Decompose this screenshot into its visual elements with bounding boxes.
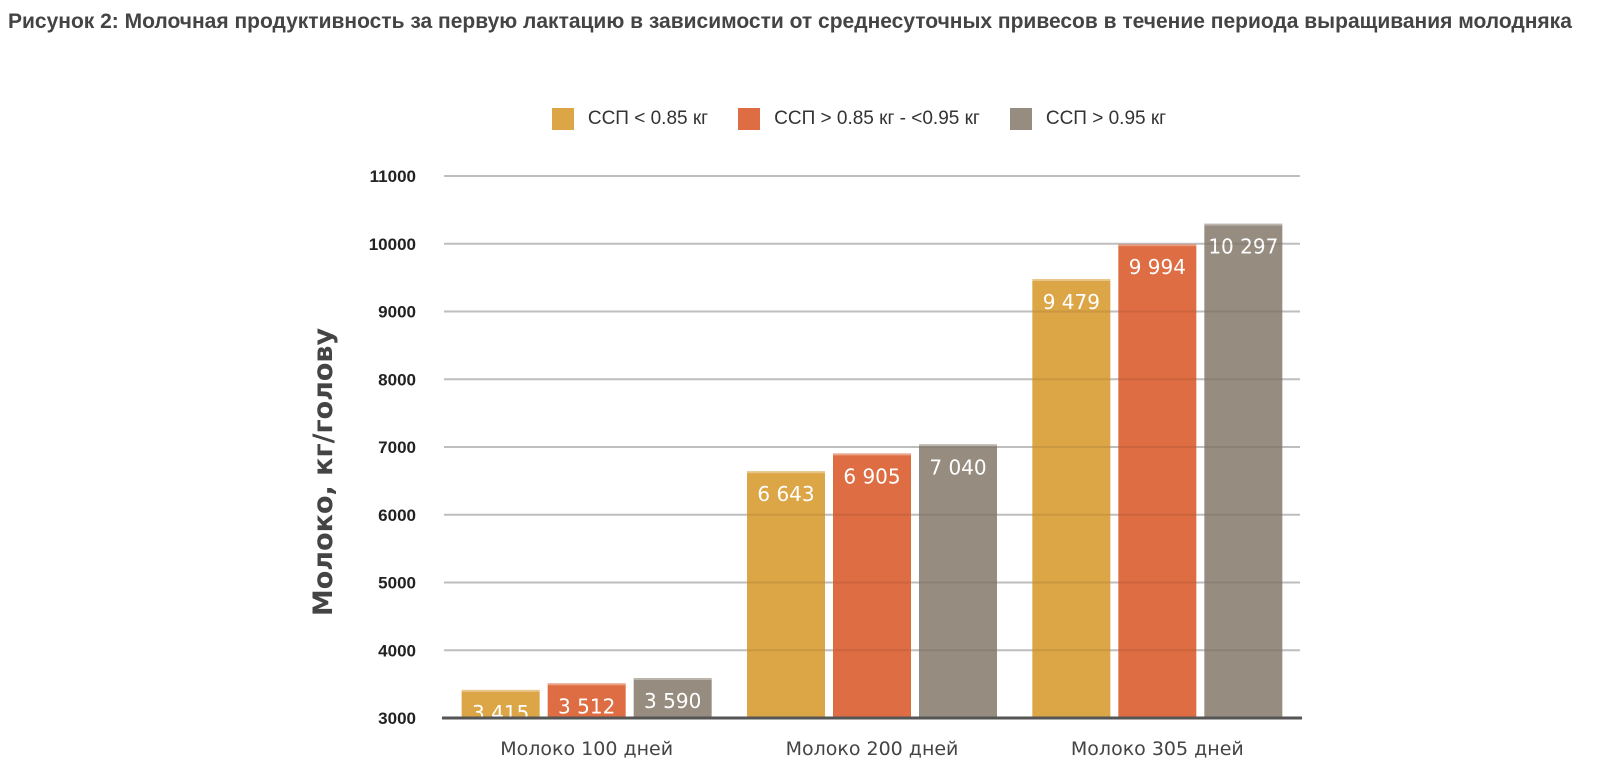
data-label: 9 994 — [1129, 255, 1186, 279]
bar — [833, 453, 911, 718]
bar — [461, 689, 540, 718]
bar — [919, 444, 997, 718]
figure-title: Рисунок 2: Молочная продуктивность за пе… — [8, 10, 1572, 33]
bar — [747, 471, 825, 718]
bar-highlight — [1118, 244, 1197, 247]
bar-highlight — [461, 689, 540, 692]
y-tick-label: 4000 — [378, 641, 416, 660]
data-label: 10 297 — [1208, 235, 1278, 259]
y-axis-label: Молоко, кг/голову — [308, 327, 339, 616]
bar-highlight — [833, 453, 911, 456]
bar-highlight — [747, 471, 825, 474]
legend-item: ССП > 0.95 кг — [1009, 108, 1167, 130]
legend: ССП < 0.85 кг ССП > 0.85 кг - <0.95 кг ССП… — [0, 108, 1618, 130]
legend-label: ССП > 0.95 кг — [1045, 108, 1167, 129]
legend-label: ССП < 0.85 кг — [587, 108, 709, 129]
legend-label: ССП > 0.85 кг - <0.95 кг — [774, 108, 980, 129]
data-label: 9 479 — [1043, 290, 1100, 314]
y-tick-label: 8000 — [378, 370, 416, 389]
bar — [1204, 223, 1283, 719]
bar-highlight — [1204, 223, 1283, 226]
data-label: 3 512 — [558, 694, 615, 718]
y-tick-label: 3000 — [378, 709, 416, 728]
y-tick-label: 9000 — [378, 303, 416, 322]
data-label: 6 905 — [843, 464, 900, 488]
y-tick-label: 10000 — [369, 235, 416, 254]
bar-highlight — [547, 683, 626, 686]
bar-highlight — [919, 444, 997, 447]
bar — [1118, 244, 1197, 718]
bar — [547, 683, 626, 718]
data-label: 3 590 — [644, 689, 701, 713]
x-tick-label: Молоко 100 дней — [500, 738, 673, 760]
y-tick-label: 11000 — [370, 167, 416, 186]
bar-highlight — [1032, 279, 1111, 282]
x-tick-label: Молоко 305 дней — [1071, 738, 1244, 760]
legend-swatch — [738, 108, 761, 130]
legend-item: ССП > 0.85 кг - <0.95 кг — [738, 108, 980, 130]
data-label: 7 040 — [929, 455, 986, 479]
y-tick-label: 6000 — [378, 506, 416, 525]
data-label: 6 643 — [757, 482, 814, 506]
legend-swatch — [1009, 108, 1032, 130]
legend-item: ССП < 0.85 кг — [551, 108, 709, 130]
bar-highlight — [633, 678, 712, 681]
legend-swatch — [551, 108, 574, 130]
bar — [633, 678, 712, 718]
x-tick-label: Молоко 200 дней — [786, 738, 959, 760]
bar — [1032, 279, 1111, 718]
data-label: 3 415 — [472, 701, 529, 725]
y-tick-label: 7000 — [378, 438, 416, 457]
y-tick-label: 5000 — [378, 574, 416, 593]
